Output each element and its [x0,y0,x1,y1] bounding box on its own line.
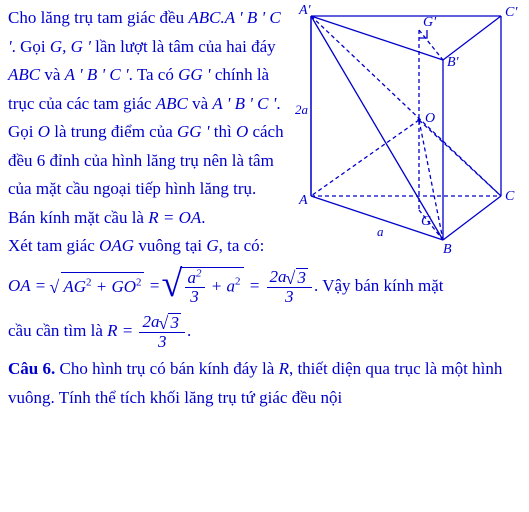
frac-final: 2a3 3 [139,313,185,351]
t: . [201,208,205,227]
t: , ta có: [219,236,265,255]
t: và [188,94,213,113]
t: và [40,65,65,84]
label-a: a [377,224,384,239]
t: cầu cần tìm là [8,321,107,340]
t: . [276,94,280,113]
label-Gp: G' [423,15,437,30]
label-Cp: C' [505,5,518,20]
t: thì [209,122,235,141]
q6-label: Câu 6. [8,359,55,378]
sqrt-1: AG2 + GO2 [51,272,143,302]
t: . Gọi [12,37,50,56]
label-Ap: A' [298,4,312,18]
m-ROA: R = OA [148,208,201,227]
t: . Vậy bán kính mặt [314,276,444,295]
t: Gọi [8,122,38,141]
frac-result: 2a3 3 [267,268,313,306]
t: Cho hình trụ có bán kính đáy là [55,359,278,378]
label-B: B [443,242,452,254]
t: vuông tại [134,236,206,255]
m-GG: G, G ' [50,37,91,56]
label-G: G [421,214,431,229]
m-OA: OA [8,276,30,295]
m-Req: R = [107,321,137,340]
m-G: G [206,236,218,255]
label-2a: 2a [295,102,309,117]
label-Bp: B' [447,55,460,70]
prism-figure: A' C' B' G' A C B G O a 2a [293,4,521,254]
eq1: = [30,276,50,295]
t: Cho lăng trụ tam giác đều [8,8,184,27]
m-apbpcp: A ' B ' C ' [65,65,129,84]
m-O: O [38,122,50,141]
t: . [187,321,191,340]
t: là trung điểm của [50,122,177,141]
m-ggp2: GG ' [177,122,209,141]
t: Xét tam giác [8,236,99,255]
m-O2: O [236,122,248,141]
sqrt-2: a23 + a2 [166,267,244,307]
question-6: Câu 6. Cho hình trụ có bán kính đáy là R… [8,355,521,412]
m-abc2: ABC [156,94,188,113]
m-R: R [279,359,289,378]
conclusion-line: cầu cần tìm là R = 2a3 3 . [8,313,521,351]
t: . Ta có [129,65,178,84]
m-abc: ABC [8,65,40,84]
label-O: O [425,111,435,126]
label-C: C [505,189,515,204]
eq3: = [249,276,265,295]
equation-line: OA = AG2 + GO2 = a23 + a2 = 2a3 3 . Vậy … [8,267,521,307]
t: lần lượt là tâm của hai đáy [91,37,276,56]
m-ggp: GG ' [178,65,210,84]
m-OAG: OAG [99,236,134,255]
m-apbpcp2: A ' B ' C ' [212,94,276,113]
label-A: A [298,193,308,208]
